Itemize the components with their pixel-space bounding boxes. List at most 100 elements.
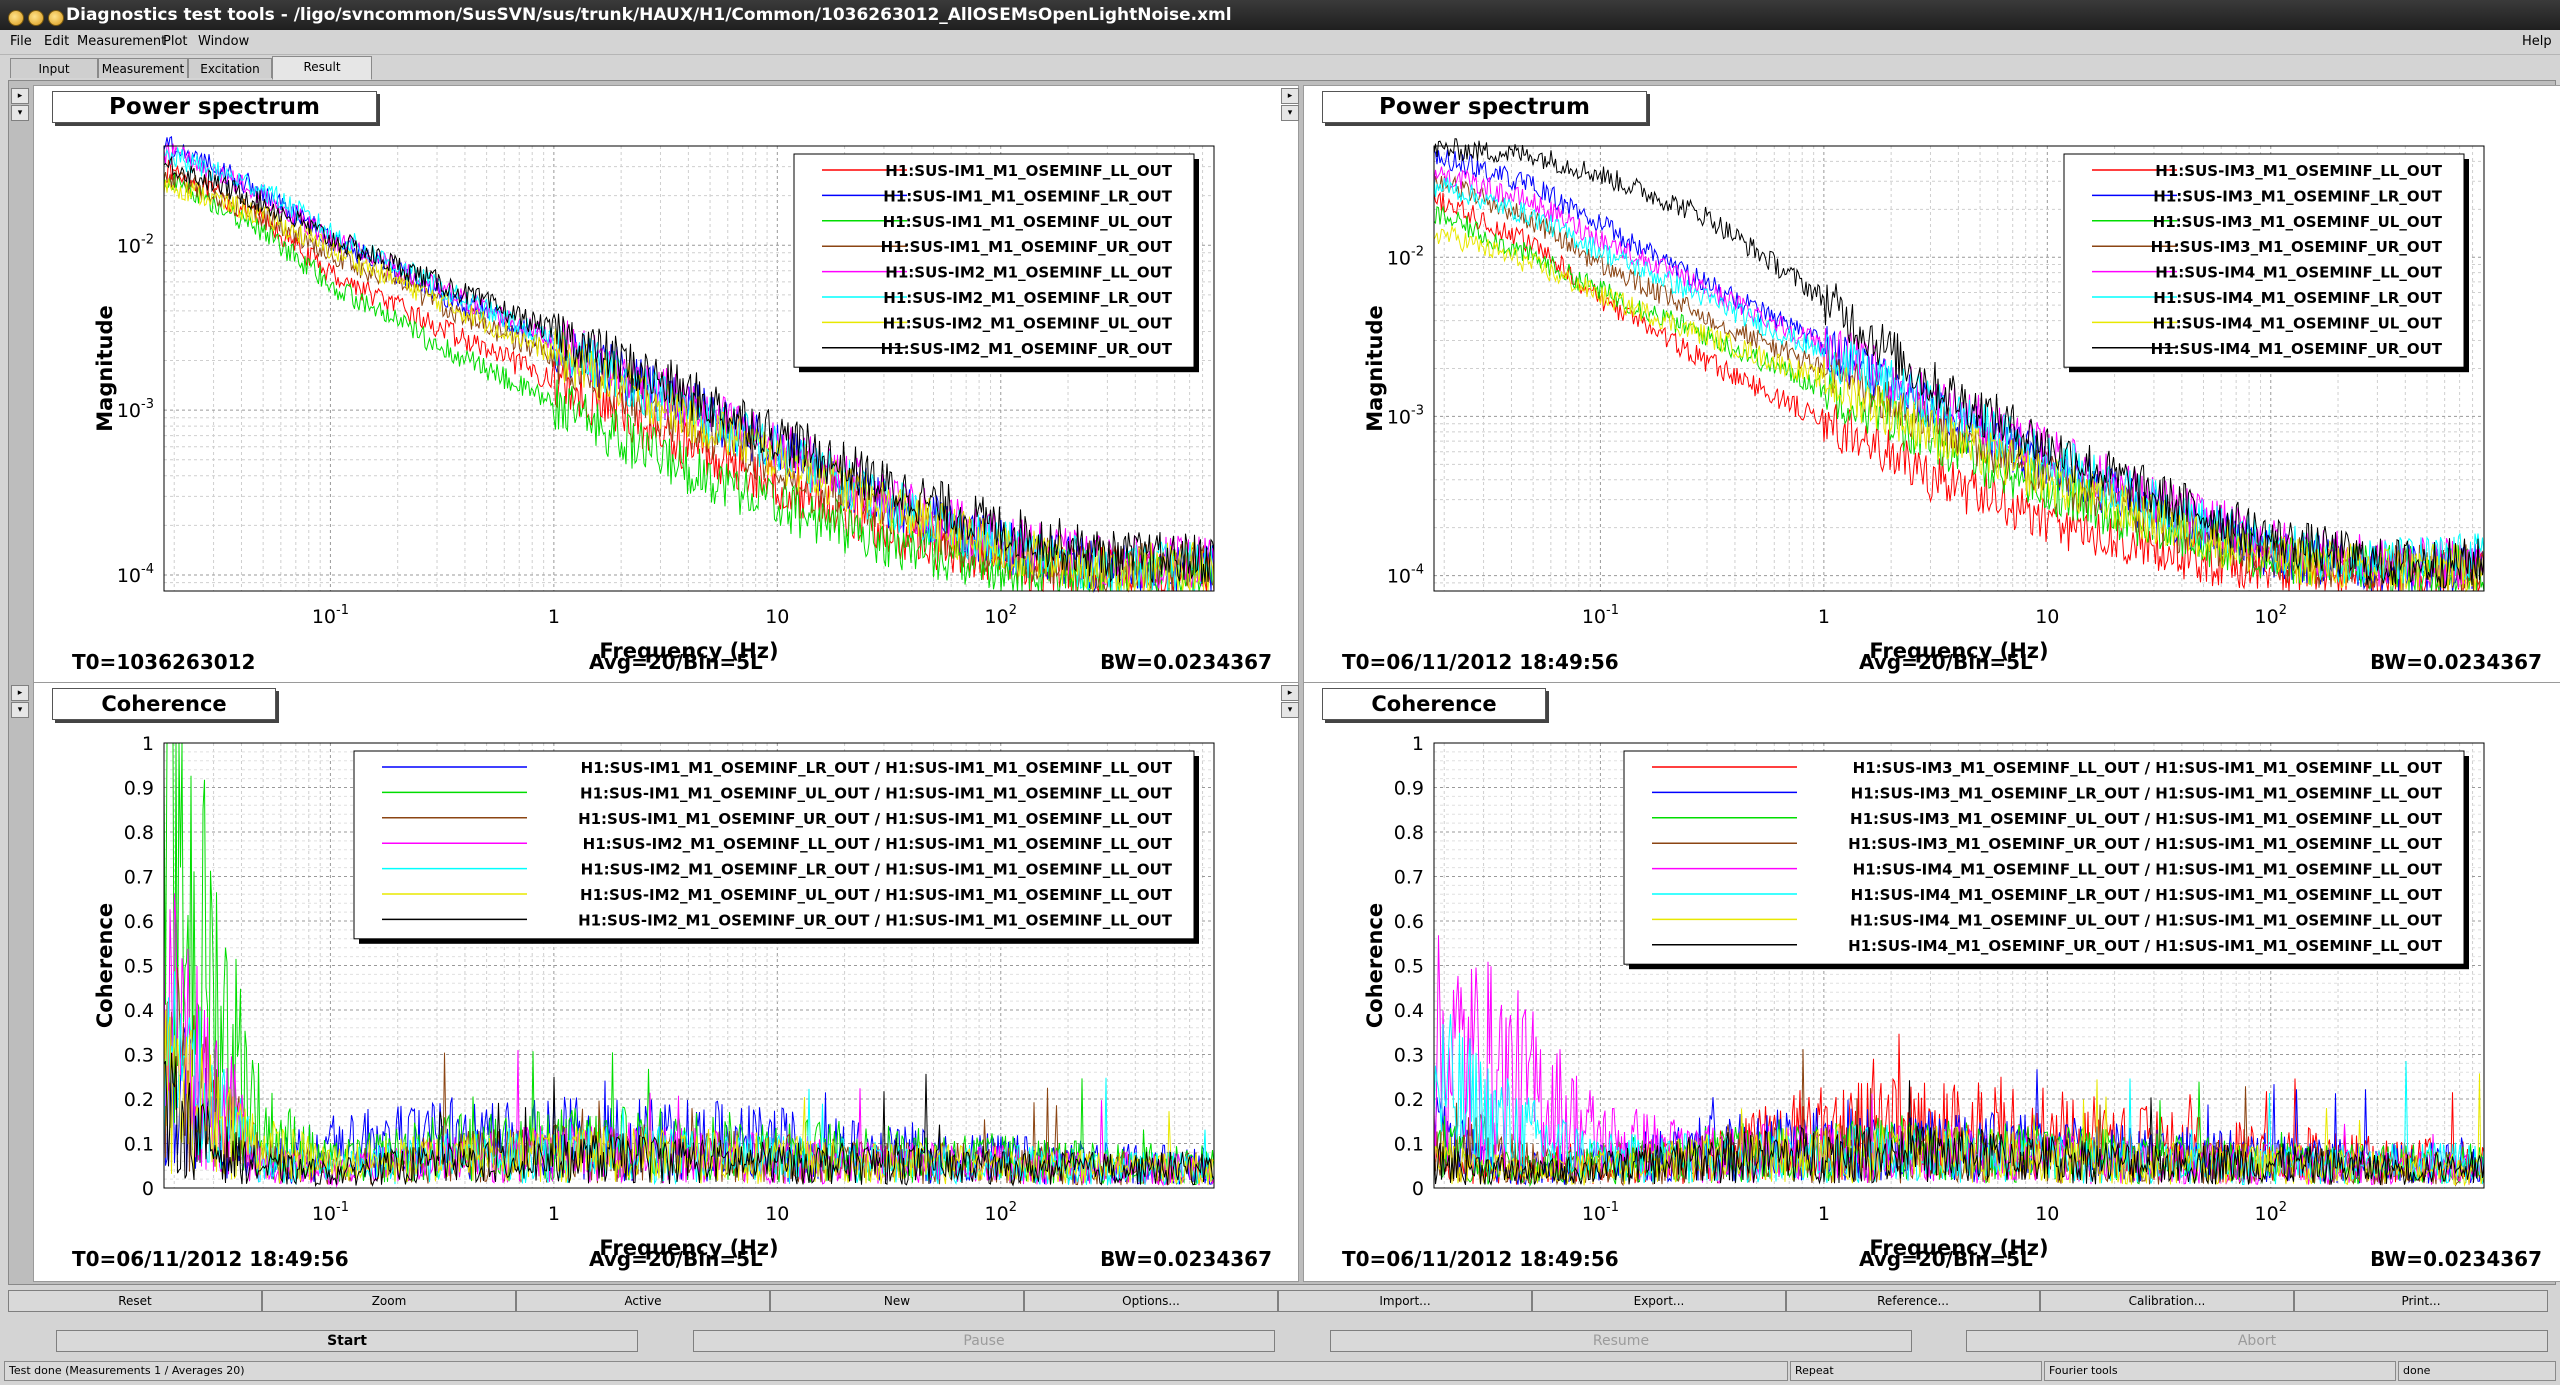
- legend: H1:SUS-IM1_M1_OSEMINF_LR_OUT / H1:SUS-IM…: [353, 750, 1199, 944]
- plot-frame: [1433, 145, 2485, 592]
- plot-panel-coherence-im1-im2[interactable]: 10-1 1 10 102 1 0.9 0.8 0.7 0.6 0.5 0.4 0.3 0.2 0.1 0 F…: [33, 682, 1299, 1282]
- series-traces: [163, 135, 1215, 593]
- series-trace: [1433, 225, 2485, 593]
- plot-canvas: 10-1 1 10 102 10-2 10-3 10-4 Frequency (Hz) Magn…: [1363, 138, 2485, 663]
- print-button[interactable]: Print...: [2294, 1290, 2548, 1312]
- footer-bandwidth: BW=0.0234367: [2370, 1247, 2542, 1271]
- tab-measurement[interactable]: Measurement: [98, 58, 188, 78]
- plot-title: Power spectrum: [52, 91, 377, 123]
- menu-measurement[interactable]: Measurement: [77, 34, 167, 49]
- y-tick-label: 0.3: [1394, 1045, 1424, 1067]
- minimize-window-icon[interactable]: [28, 10, 44, 26]
- y-tick-label: 0.1: [1394, 1134, 1424, 1156]
- legend-entry: H1:SUS-IM4_M1_OSEMINF_UL_OUT / H1:SUS-IM…: [1850, 911, 2443, 929]
- panel-expand-button[interactable]: ▸: [1281, 685, 1299, 701]
- plot-canvas: 10-1 1 10 102 1 0.9 0.8 0.7 0.6 0.5 0.4 0.3 0.2 0.1 0 F…: [93, 733, 1215, 1260]
- x-tick-label: 1: [548, 1203, 560, 1225]
- panel-expand-button[interactable]: ▸: [11, 88, 29, 104]
- y-tick-label: 0.7: [124, 867, 154, 889]
- menu-window[interactable]: Window: [198, 34, 250, 49]
- y-tick-label: 0.6: [1394, 911, 1424, 933]
- x-axis-title: Frequency (Hz): [599, 639, 778, 663]
- calibration-button[interactable]: Calibration...: [2040, 1290, 2294, 1312]
- legend-entry: H1:SUS-IM4_M1_OSEMINF_LL_OUT / H1:SUS-IM…: [1853, 861, 2443, 879]
- x-tick-label: 10-1: [1582, 1200, 1619, 1225]
- plot-panel-coherence-im3-im4[interactable]: 10-1 1 10 102 1 0.9 0.8 0.7 0.6 0.5 0.4 0.3 0.2 0.1 0 F…: [1303, 682, 2560, 1282]
- reference-button[interactable]: Reference...: [1786, 1290, 2040, 1312]
- status-mode: Repeat: [1790, 1361, 2042, 1381]
- panel-options-button[interactable]: ▾: [1281, 105, 1299, 121]
- y-tick-label: 0: [1412, 1178, 1424, 1200]
- menu-file[interactable]: File: [10, 34, 32, 49]
- x-tick-label: 102: [985, 603, 1017, 628]
- x-tick-label: 10-1: [1582, 603, 1619, 628]
- plot-frame: [163, 742, 1215, 1189]
- tab-result[interactable]: Result: [272, 56, 372, 80]
- menu-edit[interactable]: Edit: [44, 34, 70, 49]
- start-button[interactable]: Start: [56, 1330, 638, 1352]
- zoom-button[interactable]: Zoom: [262, 1290, 516, 1312]
- run-controls: Start Pause Resume Abort: [8, 1330, 2556, 1352]
- legend-box: [1623, 750, 2465, 965]
- y-tick-label: 0: [142, 1178, 154, 1200]
- legend-entry: H1:SUS-IM3_M1_OSEMINF_UL_OUT: [2153, 213, 2443, 231]
- legend-box: [2063, 153, 2465, 368]
- footer-t0: T0=06/11/2012 18:49:56: [72, 1247, 349, 1271]
- panel-options-button[interactable]: ▾: [1281, 702, 1299, 718]
- series-traces: [1433, 935, 2485, 1188]
- legend-entry: H1:SUS-IM3_M1_OSEMINF_UR_OUT: [2151, 238, 2443, 256]
- maximize-window-icon[interactable]: [48, 10, 64, 26]
- tab-excitation[interactable]: Excitation: [188, 58, 272, 78]
- import-button[interactable]: Import...: [1278, 1290, 1532, 1312]
- y-tick-label: 1: [142, 733, 154, 755]
- legend-entry: H1:SUS-IM1_M1_OSEMINF_LR_OUT: [883, 187, 1172, 205]
- y-tick-label: 0.4: [124, 1000, 154, 1022]
- new-button[interactable]: New: [770, 1290, 1024, 1312]
- resume-button[interactable]: Resume: [1330, 1330, 1912, 1352]
- legend-box: [353, 750, 1195, 940]
- legend-entry: H1:SUS-IM3_M1_OSEMINF_LR_OUT / H1:SUS-IM…: [1851, 784, 2443, 802]
- legend-entry: H1:SUS-IM2_M1_OSEMINF_LR_OUT: [883, 289, 1172, 307]
- y-tick-label: 0.1: [124, 1134, 154, 1156]
- y-tick-label: 0.6: [124, 911, 154, 933]
- x-tick-label: 10: [765, 1203, 789, 1225]
- pause-button[interactable]: Pause: [693, 1330, 1275, 1352]
- series-trace: [163, 155, 1215, 585]
- tab-input[interactable]: Input: [10, 58, 98, 78]
- legend-entry: H1:SUS-IM1_M1_OSEMINF_UR_OUT / H1:SUS-IM…: [578, 810, 1173, 828]
- active-button[interactable]: Active: [516, 1290, 770, 1312]
- plot-panel-power-spectrum-im3-im4[interactable]: 10-1 1 10 102 10-2 10-3 10-4 Frequency (Hz) Magn…: [1303, 85, 2560, 685]
- plot-title: Power spectrum: [1322, 91, 1647, 123]
- legend-entry: H1:SUS-IM1_M1_OSEMINF_UL_OUT / H1:SUS-IM…: [580, 784, 1173, 802]
- window-buttons: [8, 6, 68, 36]
- panel-options-button[interactable]: ▾: [11, 702, 29, 718]
- legend-entry: H1:SUS-IM3_M1_OSEMINF_UR_OUT / H1:SUS-IM…: [1848, 835, 2443, 853]
- legend-entry: H1:SUS-IM2_M1_OSEMINF_LL_OUT: [885, 264, 1172, 282]
- y-tick-label: 0.2: [1394, 1089, 1424, 1111]
- y-tick-label: 0.2: [124, 1089, 154, 1111]
- panel-options-button[interactable]: ▾: [11, 105, 29, 121]
- legend-entry: H1:SUS-IM3_M1_OSEMINF_LL_OUT: [2155, 162, 2442, 180]
- menu-help[interactable]: Help: [2522, 34, 2552, 49]
- export-button[interactable]: Export...: [1532, 1290, 1786, 1312]
- legend-entry: H1:SUS-IM2_M1_OSEMINF_LR_OUT / H1:SUS-IM…: [581, 861, 1173, 879]
- panel-expand-button[interactable]: ▸: [1281, 88, 1299, 104]
- reset-button[interactable]: Reset: [8, 1290, 262, 1312]
- close-window-icon[interactable]: [8, 10, 24, 26]
- legend: H1:SUS-IM3_M1_OSEMINF_LL_OUT H1:SUS-IM3_M…: [2063, 153, 2469, 373]
- status-message: Test done (Measurements 1 / Averages 20): [4, 1361, 1788, 1381]
- legend: H1:SUS-IM3_M1_OSEMINF_LL_OUT / H1:SUS-IM…: [1623, 750, 2469, 970]
- footer-avg-bin: Avg=20/Bin=5L: [1859, 650, 2033, 674]
- options-button[interactable]: Options...: [1024, 1290, 1278, 1312]
- y-tick-label: 10-3: [117, 397, 154, 422]
- plot-panel-power-spectrum-im1-im2[interactable]: 10-1 1 10 102 10-2 10-3 10-4 Frequency (Hz) Magn…: [33, 85, 1299, 685]
- panel-expand-button[interactable]: ▸: [11, 685, 29, 701]
- y-tick-label: 0.5: [124, 956, 154, 978]
- abort-button[interactable]: Abort: [1966, 1330, 2548, 1352]
- x-tick-label: 10: [765, 606, 789, 628]
- plot-frame: [1433, 742, 2485, 1189]
- y-tick-label: 0.7: [1394, 867, 1424, 889]
- legend: H1:SUS-IM1_M1_OSEMINF_LL_OUT H1:SUS-IM1_M…: [793, 153, 1199, 373]
- menu-plot[interactable]: Plot: [163, 34, 188, 49]
- y-tick-label: 10-2: [1387, 244, 1424, 269]
